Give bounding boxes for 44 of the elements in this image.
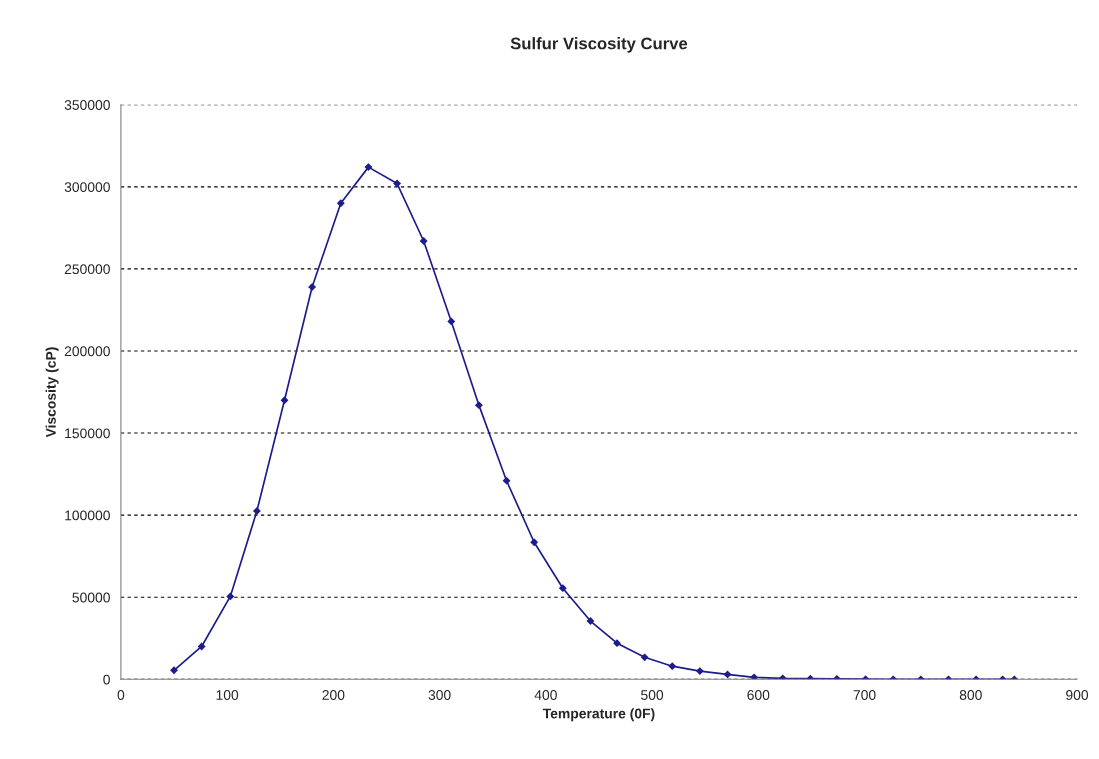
point — [336, 199, 345, 208]
point — [474, 401, 483, 410]
point — [308, 283, 317, 291]
point — [419, 237, 428, 245]
y-tick-label: 100000 — [65, 510, 110, 521]
point — [586, 617, 595, 625]
x-tick-label: 600 — [747, 690, 770, 700]
point — [364, 163, 373, 172]
point — [695, 667, 704, 676]
point — [640, 653, 649, 662]
point — [530, 538, 539, 547]
point — [226, 592, 235, 601]
y-tick-label: 200000 — [64, 346, 110, 357]
x-tick-label: 400 — [534, 690, 557, 700]
y-tick-label: 350000 — [64, 100, 110, 110]
chart-title: Sulfur Viscosity Curve — [510, 37, 688, 53]
x-tick-label: 800 — [959, 690, 982, 700]
x-tick-label: 700 — [853, 690, 876, 700]
point — [750, 673, 758, 680]
x-tick-label: 100 — [216, 690, 239, 700]
point — [502, 476, 511, 485]
y-tick-label: 300000 — [64, 182, 110, 192]
x-tick-label: 300 — [428, 690, 451, 700]
point — [197, 642, 206, 651]
point — [558, 584, 567, 593]
point — [833, 674, 841, 680]
x-tick-label: 200 — [322, 690, 345, 700]
point — [393, 179, 402, 188]
point — [613, 639, 621, 648]
y-tick-label: 50000 — [72, 592, 110, 603]
point — [280, 396, 289, 405]
y-tick-label: 0 — [103, 674, 110, 685]
point — [252, 507, 261, 515]
y-axis-title: Viscosity (cP) — [45, 347, 59, 438]
point — [447, 317, 456, 326]
y-tick-label: 250000 — [64, 264, 110, 275]
point — [723, 670, 732, 679]
x-tick-label: 900 — [1066, 690, 1089, 700]
x-axis-title: Temperature (0F) — [542, 708, 655, 722]
x-tick-label: 500 — [641, 690, 664, 700]
y-tick-label: 150000 — [65, 428, 110, 439]
x-tick-label: 0 — [117, 690, 125, 700]
point — [668, 662, 677, 671]
point — [170, 666, 178, 675]
